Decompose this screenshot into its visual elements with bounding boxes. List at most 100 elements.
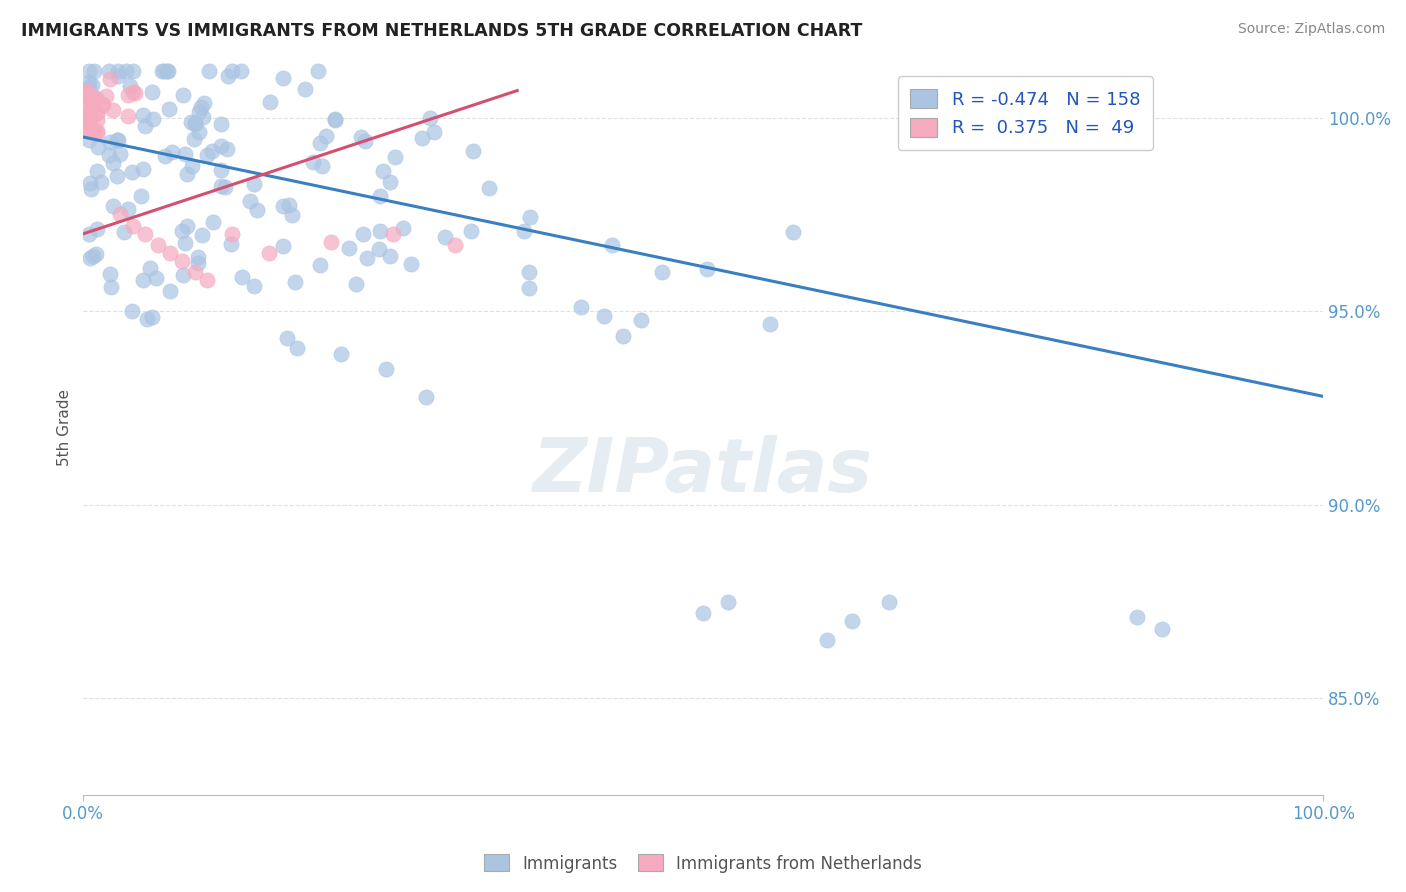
Point: [98, 268, 121, 282]
Point: [191, 228, 214, 243]
Point: [142, 112, 165, 127]
Point: [107, 133, 129, 147]
Point: [349, 130, 371, 145]
Point: [209, 163, 232, 178]
Point: [86, 124, 108, 138]
Point: [271, 199, 294, 213]
Point: [368, 224, 391, 238]
Point: [188, 125, 211, 139]
Point: [184, 116, 207, 130]
Point: [231, 269, 253, 284]
Point: [517, 265, 540, 279]
Point: [86, 164, 108, 178]
Point: [423, 126, 446, 140]
Point: [415, 390, 437, 404]
Point: [77, 120, 100, 135]
Point: [461, 144, 484, 158]
Point: [201, 145, 224, 159]
Point: [90, 96, 112, 111]
Point: [630, 313, 652, 327]
Point: [132, 161, 155, 176]
Point: [117, 88, 139, 103]
Point: [209, 179, 232, 194]
Point: [98, 72, 121, 87]
Point: [782, 225, 804, 239]
Point: [696, 262, 718, 277]
Point: [172, 87, 194, 102]
Point: [651, 265, 673, 279]
Point: [146, 238, 169, 252]
Point: [76, 89, 98, 103]
Point: [174, 235, 197, 250]
Point: [90, 175, 112, 189]
Point: [243, 278, 266, 293]
Point: [209, 117, 232, 131]
Point: [368, 242, 391, 256]
Point: [877, 594, 900, 608]
Point: [132, 272, 155, 286]
Point: [135, 312, 157, 326]
Point: [184, 118, 207, 132]
Point: [79, 75, 101, 89]
Point: [311, 159, 333, 173]
Point: [75, 119, 97, 133]
Point: [419, 111, 441, 125]
Point: [411, 131, 433, 145]
Point: [172, 268, 194, 282]
Point: [323, 112, 346, 126]
Point: [107, 64, 129, 78]
Point: [221, 227, 243, 241]
Point: [211, 139, 233, 153]
Point: [75, 86, 97, 100]
Point: [121, 304, 143, 318]
Point: [79, 251, 101, 265]
Point: [399, 257, 422, 271]
Point: [344, 277, 367, 292]
Point: [193, 95, 215, 110]
Point: [98, 64, 121, 78]
Point: [86, 222, 108, 236]
Point: [433, 229, 456, 244]
Point: [271, 239, 294, 253]
Point: [138, 260, 160, 275]
Point: [73, 122, 96, 136]
Point: [172, 253, 194, 268]
Point: [132, 107, 155, 121]
Point: [141, 85, 163, 99]
Point: [187, 255, 209, 269]
Point: [73, 111, 96, 125]
Point: [183, 132, 205, 146]
Text: ZIPatlas: ZIPatlas: [533, 435, 873, 508]
Point: [519, 210, 541, 224]
Point: [77, 119, 100, 133]
Point: [131, 189, 153, 203]
Point: [308, 258, 330, 272]
Point: [134, 119, 156, 133]
Point: [242, 177, 264, 191]
Point: [79, 176, 101, 190]
Point: [150, 64, 173, 78]
Point: [294, 81, 316, 95]
Point: [285, 341, 308, 355]
Point: [76, 85, 98, 99]
Point: [86, 106, 108, 120]
Point: [173, 147, 195, 161]
Point: [134, 227, 156, 241]
Point: [519, 281, 541, 295]
Point: [384, 150, 406, 164]
Point: [141, 310, 163, 324]
Point: [375, 361, 398, 376]
Point: [337, 241, 360, 255]
Point: [80, 182, 103, 196]
Point: [91, 98, 114, 112]
Point: [172, 224, 194, 238]
Point: [513, 224, 536, 238]
Point: [86, 106, 108, 120]
Point: [79, 112, 101, 127]
Point: [1150, 622, 1173, 636]
Point: [214, 179, 236, 194]
Point: [84, 90, 107, 104]
Point: [110, 207, 132, 221]
Point: [117, 109, 139, 123]
Point: [98, 135, 121, 149]
